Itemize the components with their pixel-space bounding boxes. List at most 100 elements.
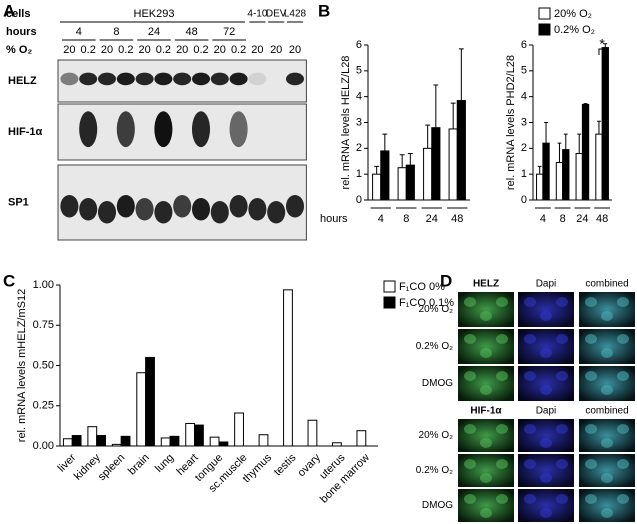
cell <box>480 311 492 321</box>
cell <box>496 424 508 434</box>
cell <box>524 459 536 469</box>
y-tick-label: 0.00 <box>33 440 54 452</box>
y-tick-label: 0.50 <box>33 359 54 371</box>
cell <box>464 424 476 434</box>
column-label: Dapi <box>536 279 557 290</box>
protein-label: HELZ <box>8 75 37 87</box>
column-label: combined <box>585 279 628 290</box>
error-bar <box>603 43 608 48</box>
bar <box>111 443 122 447</box>
x-tick-label: 48 <box>596 213 608 225</box>
x-tick-label: 4 <box>540 213 546 225</box>
oxygen: 0.2 <box>156 44 171 56</box>
x-tick-label: spleen <box>96 452 127 483</box>
legend-swatch <box>383 280 396 293</box>
cell <box>601 348 613 358</box>
oxygen: 20 <box>270 44 282 56</box>
cell-line: HEK293 <box>134 8 175 20</box>
error-bar <box>450 102 456 129</box>
panel-label: A <box>3 1 15 20</box>
error-bar <box>537 165 542 175</box>
band <box>116 195 135 218</box>
bar <box>456 100 466 201</box>
bar <box>136 372 147 447</box>
oxygen: 20 <box>101 44 113 56</box>
band <box>135 72 154 86</box>
cell <box>556 371 568 381</box>
hour: 72 <box>223 26 235 38</box>
bar <box>595 133 603 201</box>
band <box>79 111 98 148</box>
cell <box>585 334 597 344</box>
x-axis-label: hours <box>320 213 348 225</box>
row-label: DMOG <box>422 378 453 389</box>
cell <box>496 334 508 344</box>
y-tick-label: 6 <box>521 39 527 51</box>
bar <box>71 435 82 447</box>
x-tick-label: 48 <box>451 213 463 225</box>
band <box>60 195 79 218</box>
y-tick-label: 1.00 <box>33 279 54 291</box>
cell <box>464 297 476 307</box>
cell <box>524 297 536 307</box>
cell <box>540 348 552 358</box>
cell <box>524 334 536 344</box>
error-bar <box>425 124 431 149</box>
band <box>97 201 117 224</box>
cell <box>556 297 568 307</box>
y-axis-label: rel. mRNA levels HELZ/L28 <box>340 56 352 190</box>
cell <box>617 459 629 469</box>
row-label: DMOG <box>422 500 453 511</box>
error-bar <box>382 133 388 151</box>
bar <box>601 47 609 201</box>
micrograph <box>579 292 635 327</box>
cell <box>617 334 629 344</box>
error-bar <box>597 120 601 135</box>
y-tick-label: 3 <box>356 116 362 128</box>
cell <box>480 348 492 358</box>
y-tick-label: 6 <box>356 39 362 51</box>
x-tick-label: 24 <box>426 213 438 225</box>
bar <box>307 419 318 447</box>
protein-label: HIF-1α <box>8 126 43 138</box>
band <box>285 195 305 218</box>
bar <box>536 173 544 201</box>
band <box>229 111 248 148</box>
column-label: HIF-1α <box>470 406 502 417</box>
cell <box>585 424 597 434</box>
bar <box>62 438 73 447</box>
hour: 4 <box>76 26 82 38</box>
cell <box>556 334 568 344</box>
row-label: cells <box>6 8 30 20</box>
cell <box>540 438 552 448</box>
bar <box>234 412 244 447</box>
y-tick-label: 1 <box>521 168 527 180</box>
cell <box>601 508 613 518</box>
column-label: HELZ <box>473 279 499 290</box>
oxygen: 20 <box>176 44 188 56</box>
column-label: combined <box>585 406 628 417</box>
band <box>173 72 192 86</box>
y-tick-label: 0 <box>521 194 527 206</box>
bar <box>87 426 98 447</box>
cell <box>480 438 492 448</box>
oxygen: 0.2 <box>231 44 246 56</box>
hour: 24 <box>148 26 160 38</box>
hour: 8 <box>113 26 119 38</box>
legend-label: 0.2% O₂ <box>554 24 595 36</box>
bar <box>169 435 180 447</box>
cell <box>496 494 508 504</box>
band <box>154 72 173 86</box>
y-axis-label: rel. mRNA levels PHD2/L28 <box>505 55 517 190</box>
cell <box>556 424 568 434</box>
cell-line: 4-10 <box>247 9 267 20</box>
micrograph <box>518 366 574 401</box>
error-bar <box>577 133 582 154</box>
band <box>210 72 229 86</box>
cell <box>540 473 552 483</box>
band <box>60 72 79 86</box>
oxygen: 0.2 <box>81 44 96 56</box>
band <box>97 72 117 86</box>
